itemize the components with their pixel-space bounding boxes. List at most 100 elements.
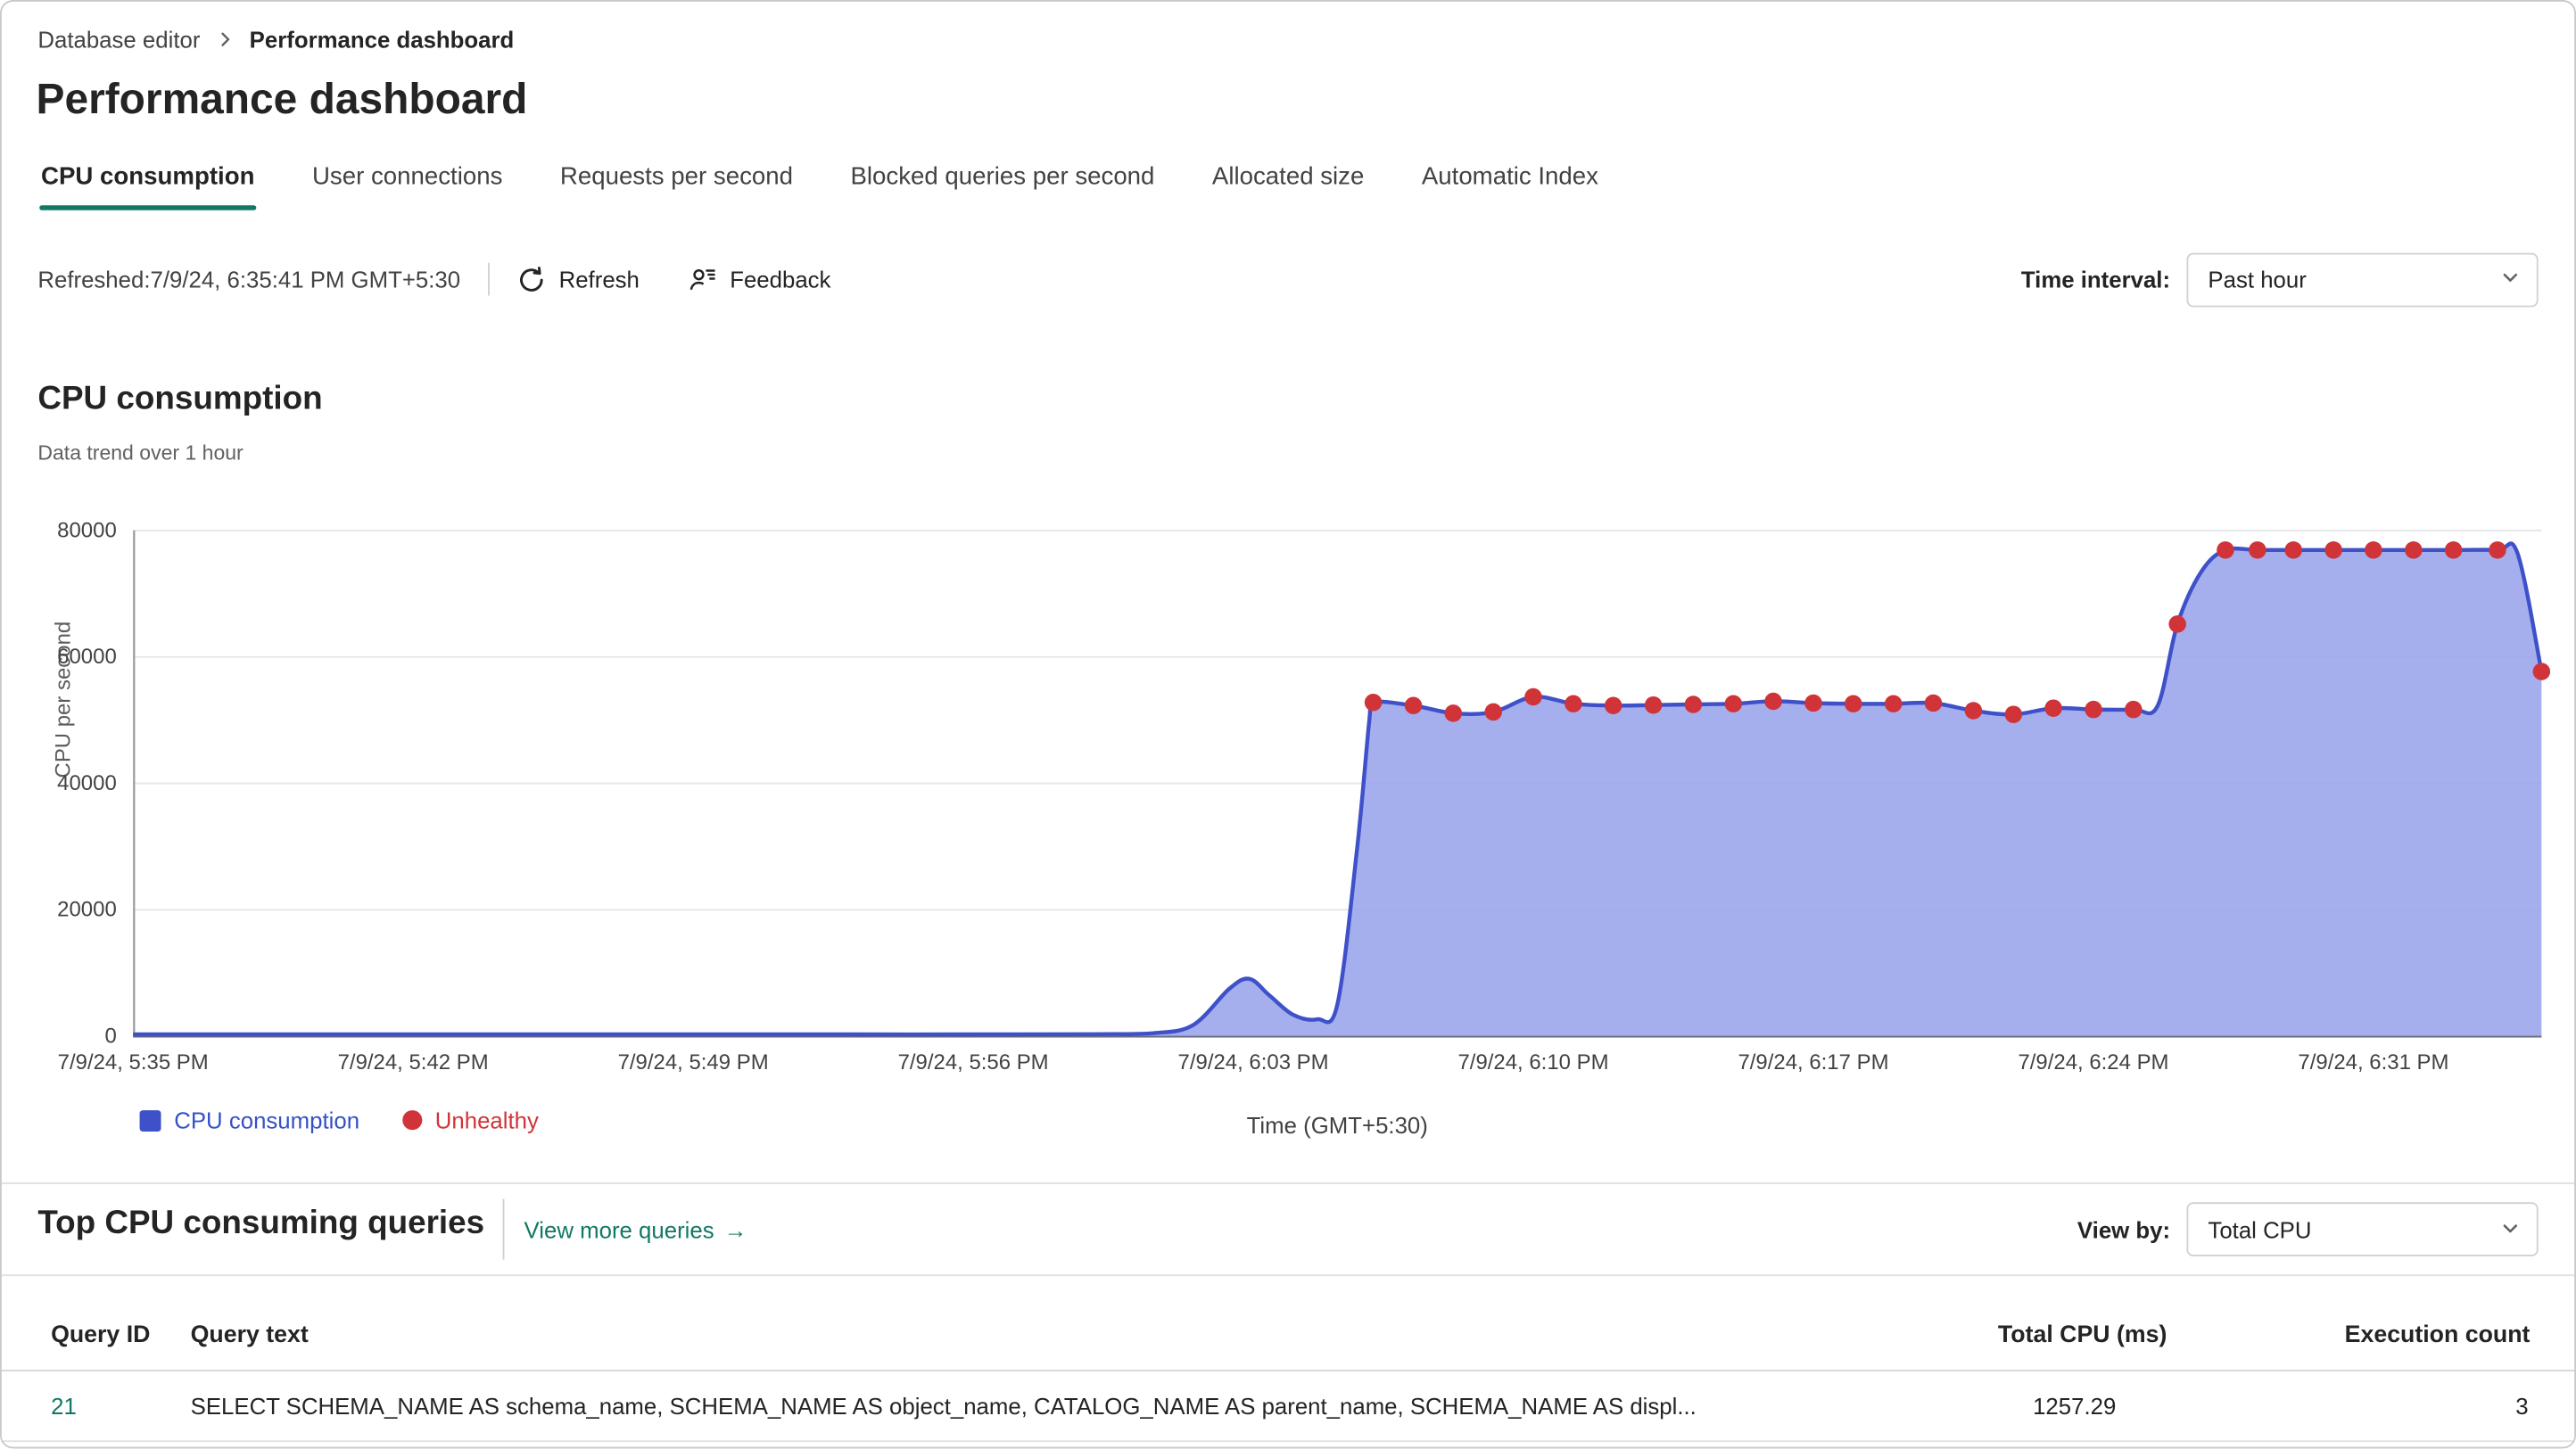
y-tick-label: 80000 [57, 517, 117, 542]
column-header-query-id: Query ID [51, 1321, 151, 1349]
cpu-series-swatch-icon [139, 1109, 161, 1132]
legend-label-cpu: CPU consumption [174, 1107, 360, 1133]
unhealthy-point[interactable] [1404, 696, 1423, 715]
x-tick-label: 7/9/24, 6:03 PM [1177, 1049, 1329, 1074]
feedback-icon [689, 265, 716, 292]
x-axis-title: Time (GMT+5:30) [1246, 1111, 1428, 1139]
column-header-query-text: Query text [190, 1321, 309, 1349]
refresh-label: Refresh [558, 266, 640, 292]
unhealthy-point[interactable] [1484, 703, 1502, 721]
x-tick-label: 7/9/24, 6:17 PM [1738, 1049, 1889, 1074]
view-by-dropdown[interactable]: Total CPU [2186, 1202, 2539, 1257]
unhealthy-point[interactable] [2365, 541, 2382, 559]
y-tick-label: 60000 [57, 644, 117, 669]
unhealthy-point[interactable] [1724, 695, 1743, 712]
unhealthy-point[interactable] [2284, 541, 2302, 559]
feedback-button[interactable]: Feedback [689, 265, 830, 292]
breadcrumb-performance-dashboard: Performance dashboard [249, 26, 515, 53]
toolbar-divider [488, 262, 491, 296]
chevron-right-icon [215, 29, 235, 49]
breadcrumb-database-editor[interactable]: Database editor [37, 26, 201, 53]
section-divider [1, 1182, 2575, 1184]
unhealthy-swatch-icon [401, 1110, 423, 1131]
tab-list: CPU consumption User connections Request… [39, 160, 1600, 210]
view-by-control: View by: Total CPU [2076, 1202, 2539, 1257]
y-tick-label: 40000 [57, 770, 117, 795]
unhealthy-point[interactable] [1644, 696, 1663, 714]
unhealthy-point[interactable] [1604, 696, 1622, 715]
chart-section-subtitle: Data trend over 1 hour [37, 441, 244, 465]
unhealthy-point[interactable] [1964, 702, 1983, 720]
queries-section-title: Top CPU consuming queries [37, 1205, 485, 1242]
tab-user-connections[interactable]: User connections [311, 162, 503, 191]
unhealthy-point[interactable] [1845, 695, 1862, 712]
x-tick-label: 7/9/24, 6:31 PM [2298, 1049, 2449, 1074]
unhealthy-point[interactable] [2044, 699, 2062, 717]
x-tick-label: 7/9/24, 5:42 PM [337, 1049, 489, 1074]
feedback-label: Feedback [730, 266, 831, 292]
unhealthy-point[interactable] [2125, 700, 2143, 719]
refresh-icon [518, 265, 546, 292]
refreshed-timestamp: Refreshed:7/9/24, 6:35:41 PM GMT+5:30 [37, 266, 461, 292]
view-more-queries-link[interactable]: View more queries → [524, 1217, 747, 1243]
tab-blocked-queries-per-second[interactable]: Blocked queries per second [850, 162, 1155, 191]
refresh-button[interactable]: Refresh [518, 265, 640, 292]
unhealthy-point[interactable] [1444, 704, 1463, 722]
time-interval-dropdown[interactable]: Past hour [2186, 251, 2539, 307]
tab-allocated-size[interactable]: Allocated size [1211, 162, 1365, 191]
y-tick-label: 20000 [57, 896, 117, 922]
cpu-consumption-chart [133, 529, 2551, 1038]
time-interval-label: Time interval: [2020, 266, 2171, 292]
unhealthy-point[interactable] [1364, 693, 1383, 712]
unhealthy-point[interactable] [2444, 541, 2463, 559]
view-by-value: Total CPU [2208, 1215, 2312, 1243]
tab-cpu-consumption[interactable]: CPU consumption [39, 160, 257, 210]
legend-item-cpu-consumption[interactable]: CPU consumption [139, 1107, 360, 1133]
table-header-rule [1, 1370, 2575, 1371]
unhealthy-point[interactable] [1684, 696, 1703, 713]
table-row-rule [1, 1440, 2575, 1443]
unhealthy-point[interactable] [2405, 541, 2423, 559]
view-more-queries-label: View more queries [524, 1216, 714, 1244]
unhealthy-point[interactable] [2168, 615, 2186, 633]
execution-count-cell: 3 [2515, 1392, 2529, 1420]
unhealthy-point[interactable] [1884, 695, 1903, 712]
column-header-execution-count: Execution count [2344, 1321, 2531, 1349]
chevron-down-icon [2500, 1216, 2520, 1242]
unhealthy-point[interactable] [1764, 692, 1782, 711]
view-by-label: View by: [2076, 1215, 2171, 1243]
unhealthy-point[interactable] [2489, 541, 2506, 559]
x-tick-label: 7/9/24, 5:56 PM [897, 1049, 1049, 1074]
unhealthy-point[interactable] [1924, 694, 1943, 712]
x-tick-label: 7/9/24, 5:35 PM [57, 1049, 209, 1074]
unhealthy-point[interactable] [2324, 541, 2342, 559]
time-interval-value: Past hour [2208, 266, 2307, 292]
query-text-cell: SELECT SCHEMA_NAME AS schema_name, SCHEM… [190, 1392, 1697, 1420]
query-id-link[interactable]: 21 [51, 1392, 77, 1420]
breadcrumb: Database editor Performance dashboard [37, 26, 514, 52]
chart-section-title: CPU consumption [37, 381, 323, 417]
page-title: Performance dashboard [36, 73, 528, 124]
unhealthy-point[interactable] [2532, 663, 2551, 680]
unhealthy-point[interactable] [1565, 695, 1582, 712]
tab-automatic-index[interactable]: Automatic Index [1421, 162, 1598, 191]
total-cpu-cell: 1257.29 [2033, 1392, 2117, 1420]
x-tick-label: 7/9/24, 6:10 PM [1457, 1049, 1609, 1074]
toolbar: Refreshed:7/9/24, 6:35:41 PM GMT+5:30 Re… [37, 251, 2539, 308]
tab-requests-per-second[interactable]: Requests per second [559, 162, 794, 191]
x-tick-label: 7/9/24, 6:24 PM [2018, 1049, 2169, 1074]
legend-item-unhealthy[interactable]: Unhealthy [401, 1107, 539, 1133]
queries-title-divider [502, 1198, 505, 1260]
unhealthy-point[interactable] [2217, 541, 2234, 559]
cpu-area-fill [133, 543, 2542, 1037]
unhealthy-point[interactable] [2004, 705, 2023, 723]
y-tick-label: 0 [104, 1023, 117, 1049]
queries-header-divider [1, 1274, 2575, 1277]
unhealthy-point[interactable] [2249, 541, 2266, 559]
unhealthy-point[interactable] [1524, 687, 1542, 706]
unhealthy-point[interactable] [1804, 694, 1822, 712]
unhealthy-point[interactable] [2085, 700, 2102, 719]
legend-label-unhealthy: Unhealthy [434, 1107, 539, 1133]
x-tick-label: 7/9/24, 5:49 PM [617, 1049, 769, 1074]
